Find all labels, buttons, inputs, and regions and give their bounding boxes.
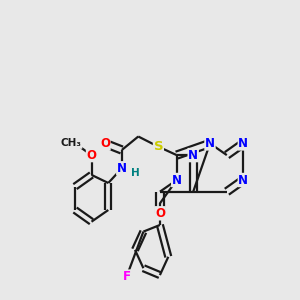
Text: N: N bbox=[117, 162, 127, 175]
Text: O: O bbox=[86, 148, 97, 162]
Text: H: H bbox=[130, 168, 140, 178]
Text: O: O bbox=[100, 137, 110, 150]
Text: O: O bbox=[155, 207, 165, 220]
Text: F: F bbox=[123, 270, 130, 283]
Text: S: S bbox=[154, 140, 163, 153]
Text: N: N bbox=[238, 173, 248, 187]
Text: CH₃: CH₃ bbox=[61, 138, 82, 148]
Text: N: N bbox=[188, 148, 198, 162]
Text: N: N bbox=[205, 137, 215, 150]
Text: N: N bbox=[172, 173, 182, 187]
Text: N: N bbox=[238, 137, 248, 150]
